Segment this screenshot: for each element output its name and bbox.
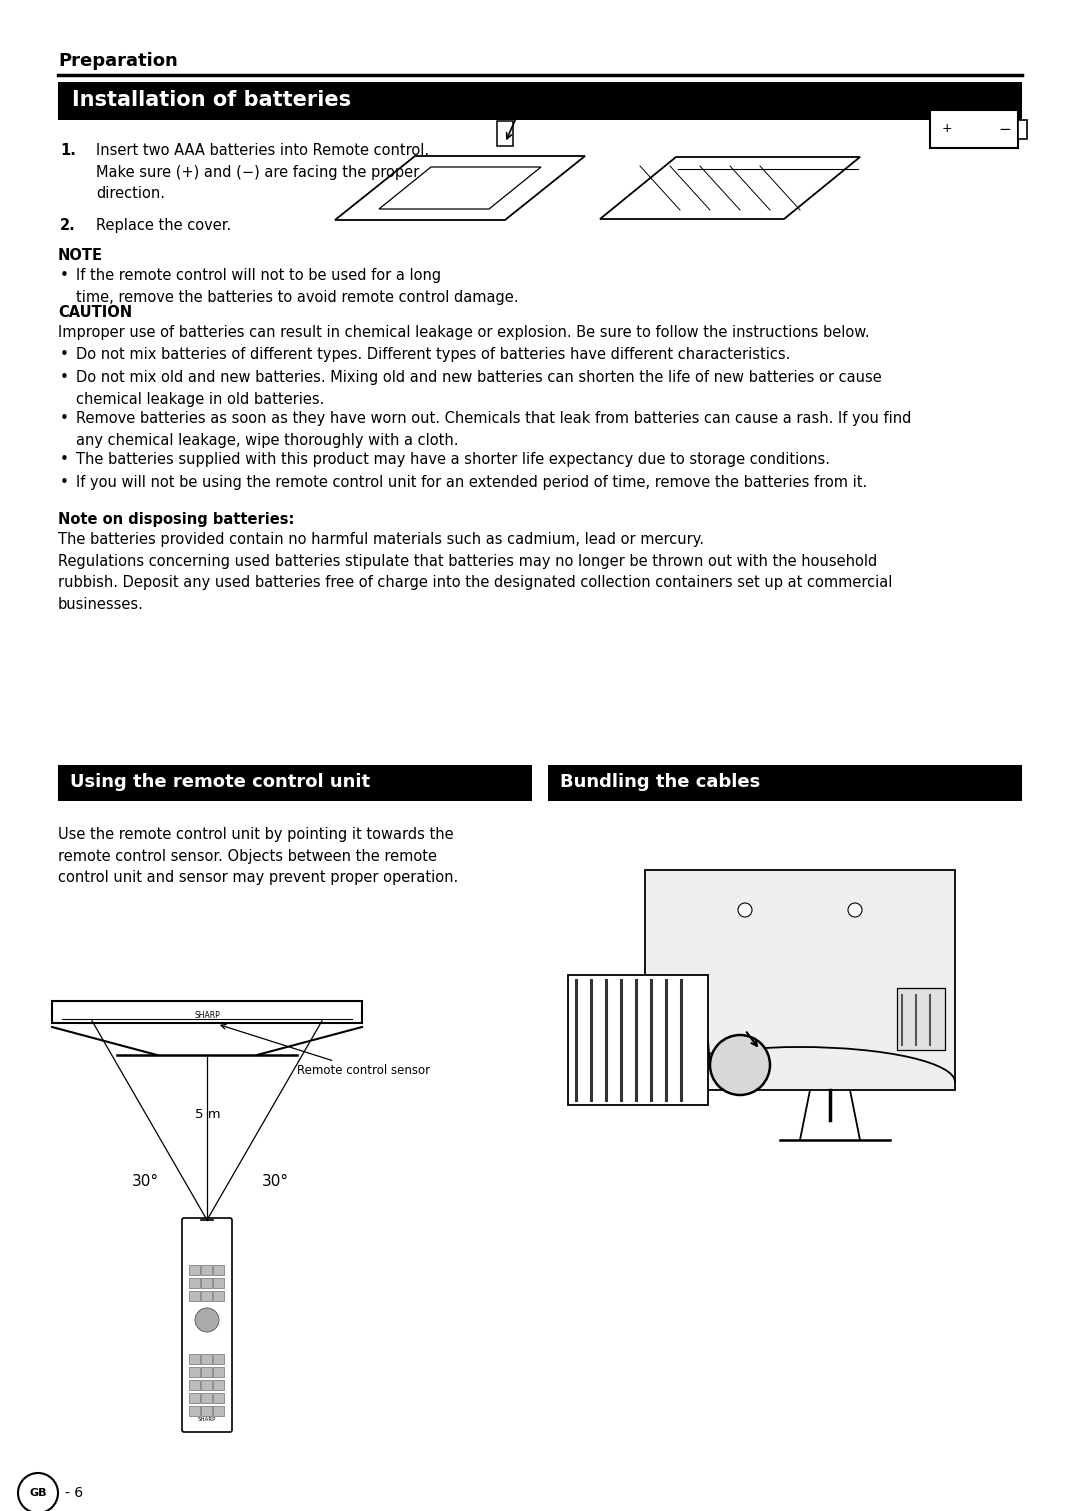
Text: 30°: 30° bbox=[261, 1174, 288, 1189]
Text: GB: GB bbox=[29, 1488, 46, 1497]
FancyBboxPatch shape bbox=[189, 1380, 200, 1390]
Text: 5 m: 5 m bbox=[195, 1109, 220, 1121]
Text: CAUTION: CAUTION bbox=[58, 305, 132, 320]
FancyBboxPatch shape bbox=[897, 988, 945, 1050]
Text: Bundling the cables: Bundling the cables bbox=[561, 774, 760, 790]
FancyBboxPatch shape bbox=[189, 1265, 200, 1274]
Text: SHARP: SHARP bbox=[198, 1417, 216, 1422]
Text: •: • bbox=[60, 267, 69, 283]
FancyBboxPatch shape bbox=[52, 1000, 362, 1023]
FancyBboxPatch shape bbox=[201, 1277, 212, 1287]
Text: Using the remote control unit: Using the remote control unit bbox=[70, 774, 370, 790]
FancyBboxPatch shape bbox=[189, 1290, 200, 1301]
Text: NOTE: NOTE bbox=[58, 248, 103, 263]
FancyBboxPatch shape bbox=[183, 1218, 232, 1432]
Text: Remove batteries as soon as they have worn out. Chemicals that leak from batteri: Remove batteries as soon as they have wo… bbox=[76, 411, 912, 447]
Text: Note on disposing batteries:: Note on disposing batteries: bbox=[58, 512, 295, 527]
Text: The batteries provided contain no harmful materials such as cadmium, lead or mer: The batteries provided contain no harmfu… bbox=[58, 532, 892, 612]
Text: Preparation: Preparation bbox=[58, 51, 178, 70]
FancyBboxPatch shape bbox=[201, 1380, 212, 1390]
FancyBboxPatch shape bbox=[201, 1265, 212, 1274]
FancyBboxPatch shape bbox=[213, 1290, 224, 1301]
FancyBboxPatch shape bbox=[189, 1354, 200, 1363]
FancyBboxPatch shape bbox=[58, 82, 1022, 119]
FancyBboxPatch shape bbox=[645, 870, 955, 1089]
FancyBboxPatch shape bbox=[213, 1354, 224, 1363]
Text: •: • bbox=[60, 370, 69, 385]
Text: 1.: 1. bbox=[60, 144, 76, 159]
Text: −: − bbox=[998, 121, 1011, 136]
FancyBboxPatch shape bbox=[548, 765, 1022, 801]
Text: SHARP: SHARP bbox=[194, 1011, 220, 1020]
Text: Insert two AAA batteries into Remote control.
Make sure (+) and (−) are facing t: Insert two AAA batteries into Remote con… bbox=[96, 144, 429, 201]
FancyBboxPatch shape bbox=[201, 1354, 212, 1363]
FancyBboxPatch shape bbox=[201, 1290, 212, 1301]
FancyBboxPatch shape bbox=[1018, 119, 1027, 139]
Circle shape bbox=[710, 1035, 770, 1095]
FancyBboxPatch shape bbox=[201, 1405, 212, 1416]
FancyBboxPatch shape bbox=[189, 1277, 200, 1287]
FancyBboxPatch shape bbox=[213, 1277, 224, 1287]
FancyBboxPatch shape bbox=[213, 1380, 224, 1390]
Text: •: • bbox=[60, 452, 69, 467]
Text: •: • bbox=[60, 348, 69, 363]
Text: Installation of batteries: Installation of batteries bbox=[72, 91, 351, 110]
Circle shape bbox=[195, 1309, 219, 1333]
Text: - 6: - 6 bbox=[65, 1485, 83, 1500]
Circle shape bbox=[738, 904, 752, 917]
Text: +: + bbox=[942, 122, 953, 136]
Text: 2.: 2. bbox=[60, 218, 76, 233]
Text: Improper use of batteries can result in chemical leakage or explosion. Be sure t: Improper use of batteries can result in … bbox=[58, 325, 869, 340]
FancyBboxPatch shape bbox=[213, 1405, 224, 1416]
FancyBboxPatch shape bbox=[213, 1265, 224, 1274]
Text: The batteries supplied with this product may have a shorter life expectancy due : The batteries supplied with this product… bbox=[76, 452, 831, 467]
FancyBboxPatch shape bbox=[58, 765, 532, 801]
Text: Do not mix batteries of different types. Different types of batteries have diffe: Do not mix batteries of different types.… bbox=[76, 348, 791, 363]
Text: Remote control sensor: Remote control sensor bbox=[221, 1024, 430, 1077]
FancyBboxPatch shape bbox=[213, 1393, 224, 1402]
FancyBboxPatch shape bbox=[213, 1366, 224, 1377]
Circle shape bbox=[18, 1473, 58, 1511]
Text: If you will not be using the remote control unit for an extended period of time,: If you will not be using the remote cont… bbox=[76, 474, 867, 490]
Text: •: • bbox=[60, 474, 69, 490]
Text: Use the remote control unit by pointing it towards the
remote control sensor. Ob: Use the remote control unit by pointing … bbox=[58, 827, 458, 885]
FancyBboxPatch shape bbox=[201, 1393, 212, 1402]
FancyBboxPatch shape bbox=[189, 1366, 200, 1377]
FancyBboxPatch shape bbox=[189, 1393, 200, 1402]
Text: 30°: 30° bbox=[132, 1174, 159, 1189]
Circle shape bbox=[848, 904, 862, 917]
Text: If the remote control will not to be used for a long
time, remove the batteries : If the remote control will not to be use… bbox=[76, 267, 518, 305]
Text: Replace the cover.: Replace the cover. bbox=[96, 218, 231, 233]
FancyBboxPatch shape bbox=[568, 975, 708, 1105]
FancyBboxPatch shape bbox=[930, 110, 1018, 148]
FancyBboxPatch shape bbox=[189, 1405, 200, 1416]
Text: •: • bbox=[60, 411, 69, 426]
Text: Do not mix old and new batteries. Mixing old and new batteries can shorten the l: Do not mix old and new batteries. Mixing… bbox=[76, 370, 881, 406]
FancyBboxPatch shape bbox=[201, 1366, 212, 1377]
